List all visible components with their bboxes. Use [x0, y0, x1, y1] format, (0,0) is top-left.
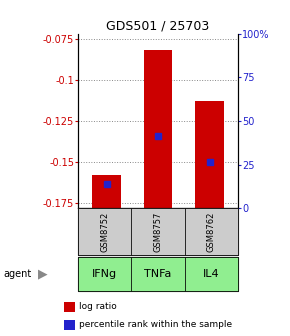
Title: GDS501 / 25703: GDS501 / 25703 — [106, 19, 210, 33]
Text: IFNg: IFNg — [92, 269, 117, 279]
Text: GSM8757: GSM8757 — [153, 212, 163, 252]
Bar — [64, 302, 75, 312]
Bar — [78, 257, 238, 291]
Text: percentile rank within the sample: percentile rank within the sample — [79, 321, 232, 329]
Bar — [131, 208, 185, 255]
Text: ▶: ▶ — [38, 267, 47, 280]
Bar — [195, 101, 224, 208]
Text: GSM8762: GSM8762 — [207, 212, 216, 252]
Bar — [78, 208, 131, 255]
Bar — [185, 208, 238, 255]
Text: GSM8752: GSM8752 — [100, 212, 109, 252]
Bar — [78, 257, 131, 291]
Text: IL4: IL4 — [203, 269, 220, 279]
Text: TNFa: TNFa — [144, 269, 172, 279]
Bar — [144, 50, 172, 208]
Text: log ratio: log ratio — [79, 302, 117, 311]
Bar — [64, 320, 75, 330]
Bar — [93, 175, 121, 208]
Text: agent: agent — [3, 269, 31, 279]
Bar — [185, 257, 238, 291]
Bar — [131, 257, 185, 291]
Bar — [78, 208, 238, 255]
